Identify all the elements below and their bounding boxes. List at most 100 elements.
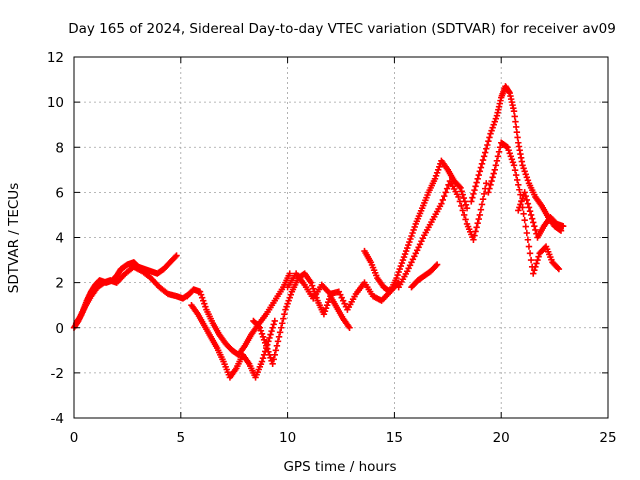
data-point bbox=[508, 156, 516, 163]
chart-title: Day 165 of 2024, Sidereal Day-to-day VTE… bbox=[68, 21, 616, 37]
data-point bbox=[504, 144, 511, 151]
y-tick-label: 0 bbox=[55, 321, 64, 337]
y-tick-label: -4 bbox=[51, 411, 64, 427]
data-point bbox=[404, 244, 411, 252]
data-point bbox=[462, 216, 469, 223]
data-point bbox=[431, 175, 439, 183]
data-point bbox=[488, 177, 495, 185]
series-track-g bbox=[361, 157, 471, 295]
data-point bbox=[495, 148, 503, 155]
data-point bbox=[493, 157, 501, 164]
data-point bbox=[411, 223, 418, 231]
grid bbox=[74, 57, 608, 418]
data-point bbox=[483, 180, 490, 187]
x-tick-label: 10 bbox=[279, 430, 296, 446]
data-point bbox=[455, 193, 462, 201]
data-point bbox=[468, 198, 475, 205]
data-point bbox=[272, 347, 280, 354]
data-point bbox=[268, 327, 275, 335]
data-point bbox=[273, 342, 281, 349]
data-point bbox=[397, 262, 405, 270]
data-point bbox=[198, 294, 206, 301]
data-point bbox=[476, 168, 484, 175]
data-point bbox=[269, 324, 276, 331]
data-point bbox=[284, 300, 291, 307]
data-point bbox=[486, 134, 493, 141]
data-point bbox=[457, 184, 464, 192]
data-point bbox=[396, 265, 403, 273]
data-point bbox=[281, 311, 288, 318]
data-point bbox=[491, 166, 498, 174]
series-track-k bbox=[485, 139, 563, 277]
data-point bbox=[510, 162, 518, 169]
data-point bbox=[523, 174, 531, 181]
y-axis-label: SDTVAR / TECUs bbox=[6, 183, 22, 293]
data-point bbox=[519, 195, 526, 202]
series-track-c bbox=[184, 270, 293, 359]
series-track-i bbox=[408, 261, 441, 291]
data-point bbox=[320, 311, 328, 318]
data-point bbox=[522, 192, 529, 200]
data-point bbox=[310, 285, 317, 292]
data-point bbox=[258, 358, 266, 365]
data-point bbox=[201, 300, 208, 307]
data-point bbox=[432, 172, 440, 180]
data-point bbox=[484, 141, 491, 149]
data-point bbox=[516, 204, 523, 211]
x-tick-label: 20 bbox=[493, 430, 510, 446]
data-point bbox=[471, 186, 478, 194]
axis-ticks bbox=[73, 56, 609, 419]
data-point bbox=[409, 229, 416, 237]
data-point bbox=[514, 176, 521, 184]
series-track-l bbox=[515, 189, 567, 241]
data-point bbox=[491, 118, 498, 125]
data-point bbox=[463, 204, 471, 212]
data-point bbox=[470, 236, 477, 243]
data-point bbox=[271, 317, 278, 325]
data-point bbox=[255, 323, 262, 330]
y-tick-label: 6 bbox=[55, 185, 64, 201]
data-point bbox=[200, 297, 207, 304]
data-point bbox=[492, 115, 500, 122]
data-point bbox=[478, 160, 486, 167]
data-point bbox=[526, 207, 534, 215]
data-point bbox=[490, 170, 497, 177]
x-axis-label: GPS time / hours bbox=[283, 459, 396, 475]
data-point bbox=[530, 219, 537, 226]
data-point bbox=[401, 250, 409, 258]
y-tick-label: 2 bbox=[55, 276, 64, 292]
data-point bbox=[277, 324, 285, 331]
data-point bbox=[460, 211, 468, 219]
data-point bbox=[521, 168, 528, 175]
data-point bbox=[520, 210, 527, 218]
data-point bbox=[480, 153, 488, 160]
data-point bbox=[534, 256, 541, 264]
data-point bbox=[483, 145, 490, 152]
data-point bbox=[279, 320, 286, 327]
data-point bbox=[395, 268, 402, 276]
data-point bbox=[308, 282, 316, 289]
data-point bbox=[436, 163, 443, 171]
data-point bbox=[276, 329, 284, 336]
data-point bbox=[172, 253, 179, 260]
data-point bbox=[526, 250, 534, 257]
data-point bbox=[517, 201, 524, 208]
data-point bbox=[265, 348, 272, 356]
data-point bbox=[474, 220, 481, 227]
data-point bbox=[443, 185, 451, 192]
data-point bbox=[479, 195, 487, 203]
y-tick-label: 8 bbox=[55, 140, 64, 156]
data-point bbox=[485, 189, 492, 196]
data-point bbox=[516, 186, 523, 193]
data-point bbox=[476, 211, 484, 219]
data-point bbox=[321, 308, 329, 315]
data-point bbox=[459, 207, 466, 214]
data-point bbox=[475, 215, 482, 223]
data-point bbox=[264, 345, 271, 353]
data-point bbox=[527, 211, 535, 219]
data-point bbox=[515, 207, 522, 214]
x-tick-label: 25 bbox=[599, 430, 616, 446]
data-point bbox=[554, 264, 562, 272]
data-point bbox=[393, 274, 400, 282]
